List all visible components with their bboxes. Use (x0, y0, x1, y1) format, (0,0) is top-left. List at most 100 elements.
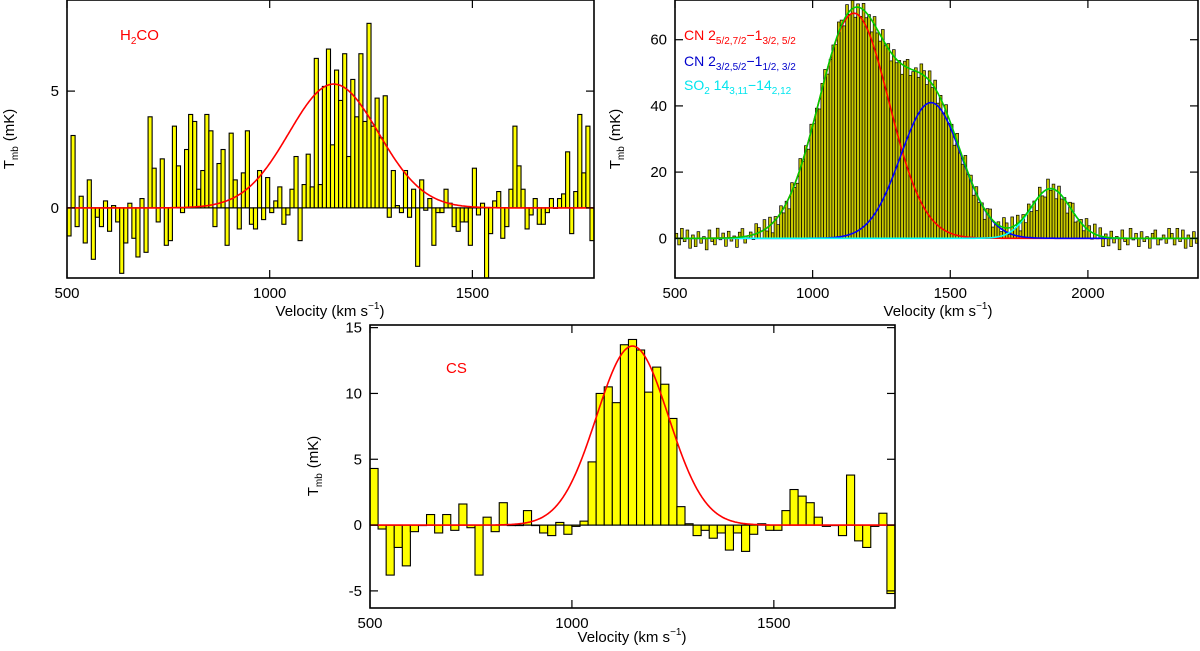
cn-bar (1062, 197, 1067, 239)
cn-bar (1060, 198, 1064, 239)
cn-bar (971, 194, 976, 239)
cn-bar (770, 232, 775, 239)
h2co-bar (74, 207, 80, 228)
cs-xtick-label: 500 (357, 615, 382, 632)
h2co-bar (565, 151, 571, 209)
cs-ytick-label: -5 (349, 583, 362, 600)
cn-bar (1040, 195, 1045, 239)
cn-bar (859, 16, 863, 239)
cn-bar (1046, 178, 1050, 239)
h2co-bars (66, 22, 595, 279)
h2co-bar (431, 207, 437, 246)
cs-bar (635, 349, 646, 526)
h2co-bar (171, 125, 177, 209)
h2co-bar (70, 134, 76, 209)
cn-bar (861, 3, 866, 239)
h2co-bar (94, 207, 100, 218)
h2co-bar (329, 144, 336, 209)
cn-legend-entry-1: CN 25/2,7/2−13/2, 5/2 (684, 27, 796, 47)
panel-h2co: 05 500 1000 1500 H2CO Velocity (km s−1) Tm… (1, 0, 595, 320)
cn-bar (850, 0, 855, 239)
cs-bar (740, 524, 751, 552)
h2co-bar (155, 207, 161, 223)
h2co-bar (159, 158, 165, 209)
cn-bar (947, 123, 951, 239)
cn-bar (1175, 228, 1180, 239)
cs-bar (813, 516, 823, 526)
h2co-bar (224, 207, 230, 246)
cs-bar (579, 520, 589, 526)
cn-bar (680, 228, 684, 239)
cn-bar (988, 208, 992, 239)
cs-bar (789, 488, 799, 526)
h2co-bar (167, 207, 173, 242)
h2co-bar (504, 207, 510, 228)
cn-bar (693, 237, 698, 247)
cn-bar (754, 223, 758, 239)
h2co-bar (208, 130, 214, 209)
cn-bar (908, 75, 913, 239)
cn-bar (831, 44, 836, 239)
cn-bar (704, 237, 709, 251)
cs-bar (393, 524, 403, 549)
h2co-bar (548, 198, 555, 209)
h2co-bar (123, 207, 129, 244)
cn-bar (993, 224, 998, 239)
h2co-bar (427, 198, 433, 209)
h2co-bar (135, 207, 141, 258)
cs-y-axis-label: Tmb(mK) (305, 436, 325, 497)
h2co-bar (581, 172, 587, 209)
cs-bar (716, 524, 726, 534)
cs-bar (539, 524, 549, 534)
h2co-bar (577, 113, 583, 209)
h2co-bar (273, 200, 279, 209)
cn-bar (776, 224, 780, 239)
h2co-bar (90, 207, 96, 260)
h2co-bar (313, 57, 319, 209)
cn-fit-total-fit (675, 6, 1198, 240)
cn-bar (938, 94, 943, 239)
h2co-bar (374, 97, 380, 209)
cn-bar (903, 60, 907, 239)
cs-bar (369, 467, 379, 526)
cn-bar (812, 123, 816, 239)
h2co-bar (569, 207, 575, 235)
h2co-xtick-label: 1500 (456, 285, 489, 302)
cn-bar (1139, 231, 1144, 239)
h2co-fit-gaussian-fit (67, 83, 594, 209)
cn-bar (1082, 230, 1086, 239)
cn-bar (1043, 196, 1047, 239)
h2co-bar (378, 137, 384, 209)
h2co-bar (244, 130, 250, 209)
cn-bar (977, 202, 981, 239)
cs-bar (603, 386, 613, 526)
cs-xtick-label: 1000 (555, 615, 588, 632)
cn-bar (1167, 228, 1171, 239)
cs-bar (490, 524, 500, 533)
h2co-xtick-label: 500 (54, 285, 79, 302)
h2co-bar (277, 186, 283, 209)
cs-bar (854, 524, 864, 542)
cn-bar (1071, 202, 1075, 239)
cs-bar (385, 524, 395, 576)
cn-bar (1181, 229, 1185, 239)
h2co-bar (508, 188, 514, 209)
cn-bar (1054, 198, 1058, 239)
h2co-bar (236, 207, 242, 230)
cn-bar (1117, 237, 1122, 251)
cn-bar (911, 71, 915, 239)
cn-bar (1073, 221, 1078, 239)
cn-bar (677, 237, 681, 246)
h2co-bar (370, 125, 376, 209)
cn-xtick-label: 500 (662, 285, 687, 302)
h2co-bar (317, 184, 323, 209)
cs-ytick-label: 10 (345, 385, 362, 402)
cn-bar (853, 16, 858, 239)
h2co-bar (248, 207, 255, 225)
cs-bar (797, 495, 807, 526)
cn-bar (922, 70, 926, 239)
cn-bar (905, 59, 910, 239)
cn-bar (897, 60, 902, 239)
h2co-bar (524, 207, 530, 230)
cs-bar (458, 503, 468, 526)
